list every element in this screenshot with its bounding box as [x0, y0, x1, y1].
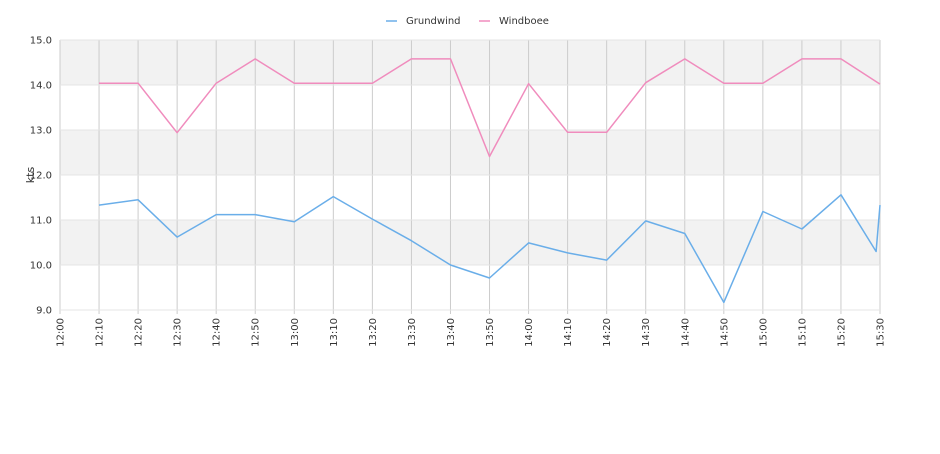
x-tick-label: 15:00: [758, 318, 769, 347]
x-tick-label: 15:10: [797, 318, 808, 347]
x-tick-label: 12:00: [56, 318, 67, 347]
x-tick-label: 12:50: [251, 318, 262, 347]
x-tick-label: 13:00: [290, 318, 301, 347]
x-tick-label: 15:20: [836, 318, 847, 347]
x-tick-label: 14:30: [641, 318, 652, 347]
x-tick-label: 14:00: [524, 318, 535, 347]
x-tick-label: 12:10: [95, 318, 106, 347]
grid-band: [60, 40, 880, 85]
y-axis-label: kts: [24, 167, 37, 184]
horizontal-gridlines: [60, 39, 880, 311]
y-tick-label: 14.0: [30, 81, 52, 92]
x-tick-label: 14:40: [680, 318, 691, 347]
x-tick-label: 12:40: [212, 318, 223, 347]
y-axis-ticks: 9.0 10.0 11.0 12.0 13.0 14.0 15.0: [30, 36, 52, 317]
y-tick-label: 13.0: [30, 126, 52, 137]
background-bands: [60, 40, 880, 265]
x-tick-label: 14:20: [602, 318, 613, 347]
x-tick-label: 13:10: [329, 318, 340, 347]
x-tick-label: 14:10: [563, 318, 574, 347]
x-tick-label: 13:50: [485, 318, 496, 347]
series-line-windboee: [99, 58, 881, 158]
series-lines: [98, 58, 881, 304]
y-tick-label: 10.0: [30, 261, 52, 272]
x-tick-label: 13:40: [446, 318, 457, 347]
legend-label: Windboee: [499, 16, 549, 27]
series-line-grundwind: [98, 194, 881, 304]
y-tick-label: 9.0: [36, 306, 52, 317]
x-tick-label: 12:30: [173, 318, 184, 347]
x-axis-ticks: 12:00 12:10 12:20 12:30 12:40 12:50 13:00 13:10…: [56, 318, 887, 347]
x-tick-label: 13:20: [368, 318, 379, 347]
legend: Grundwind Windboee: [386, 16, 549, 27]
y-tick-label: 12.0: [30, 171, 52, 182]
y-tick-label: 11.0: [30, 216, 52, 227]
vertical-gridlines: [59, 40, 881, 314]
grid-band: [60, 130, 880, 175]
legend-label: Grundwind: [406, 16, 461, 27]
x-tick-label: 13:30: [407, 318, 418, 347]
x-tick-label: 12:20: [134, 318, 145, 347]
x-tick-label: 15:30: [876, 318, 887, 347]
x-tick-label: 14:50: [719, 318, 730, 347]
y-tick-label: 15.0: [30, 36, 52, 47]
